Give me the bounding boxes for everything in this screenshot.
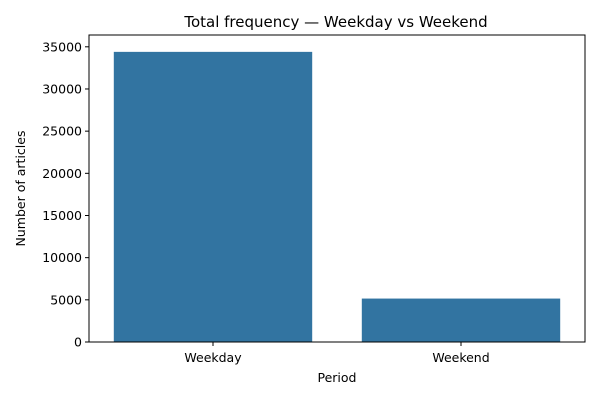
y-tick-label: 25000	[42, 124, 82, 139]
chart-title: Total frequency — Weekday vs Weekend	[183, 13, 487, 31]
y-axis: 0 5000 10000 15000 20000 25000 30000 35000	[42, 39, 89, 350]
y-tick-label: 35000	[42, 39, 82, 54]
y-tick-label: 20000	[42, 166, 82, 181]
y-axis-label: Number of articles	[13, 131, 28, 247]
bar-weekday	[113, 51, 313, 342]
x-axis: Weekday Weekend	[184, 342, 490, 365]
x-tick-label: Weekday	[184, 350, 242, 365]
plot-frame	[88, 34, 586, 343]
bars-group	[113, 51, 561, 342]
y-tick-label: 5000	[50, 292, 82, 307]
y-tick-label: 15000	[42, 208, 82, 223]
y-tick-label: 30000	[42, 81, 82, 96]
y-tick-label: 0	[74, 335, 82, 350]
bar-weekend	[361, 298, 561, 342]
y-tick-label: 10000	[42, 250, 82, 265]
x-axis-label: Period	[318, 370, 357, 385]
x-tick-label: Weekend	[432, 350, 489, 365]
